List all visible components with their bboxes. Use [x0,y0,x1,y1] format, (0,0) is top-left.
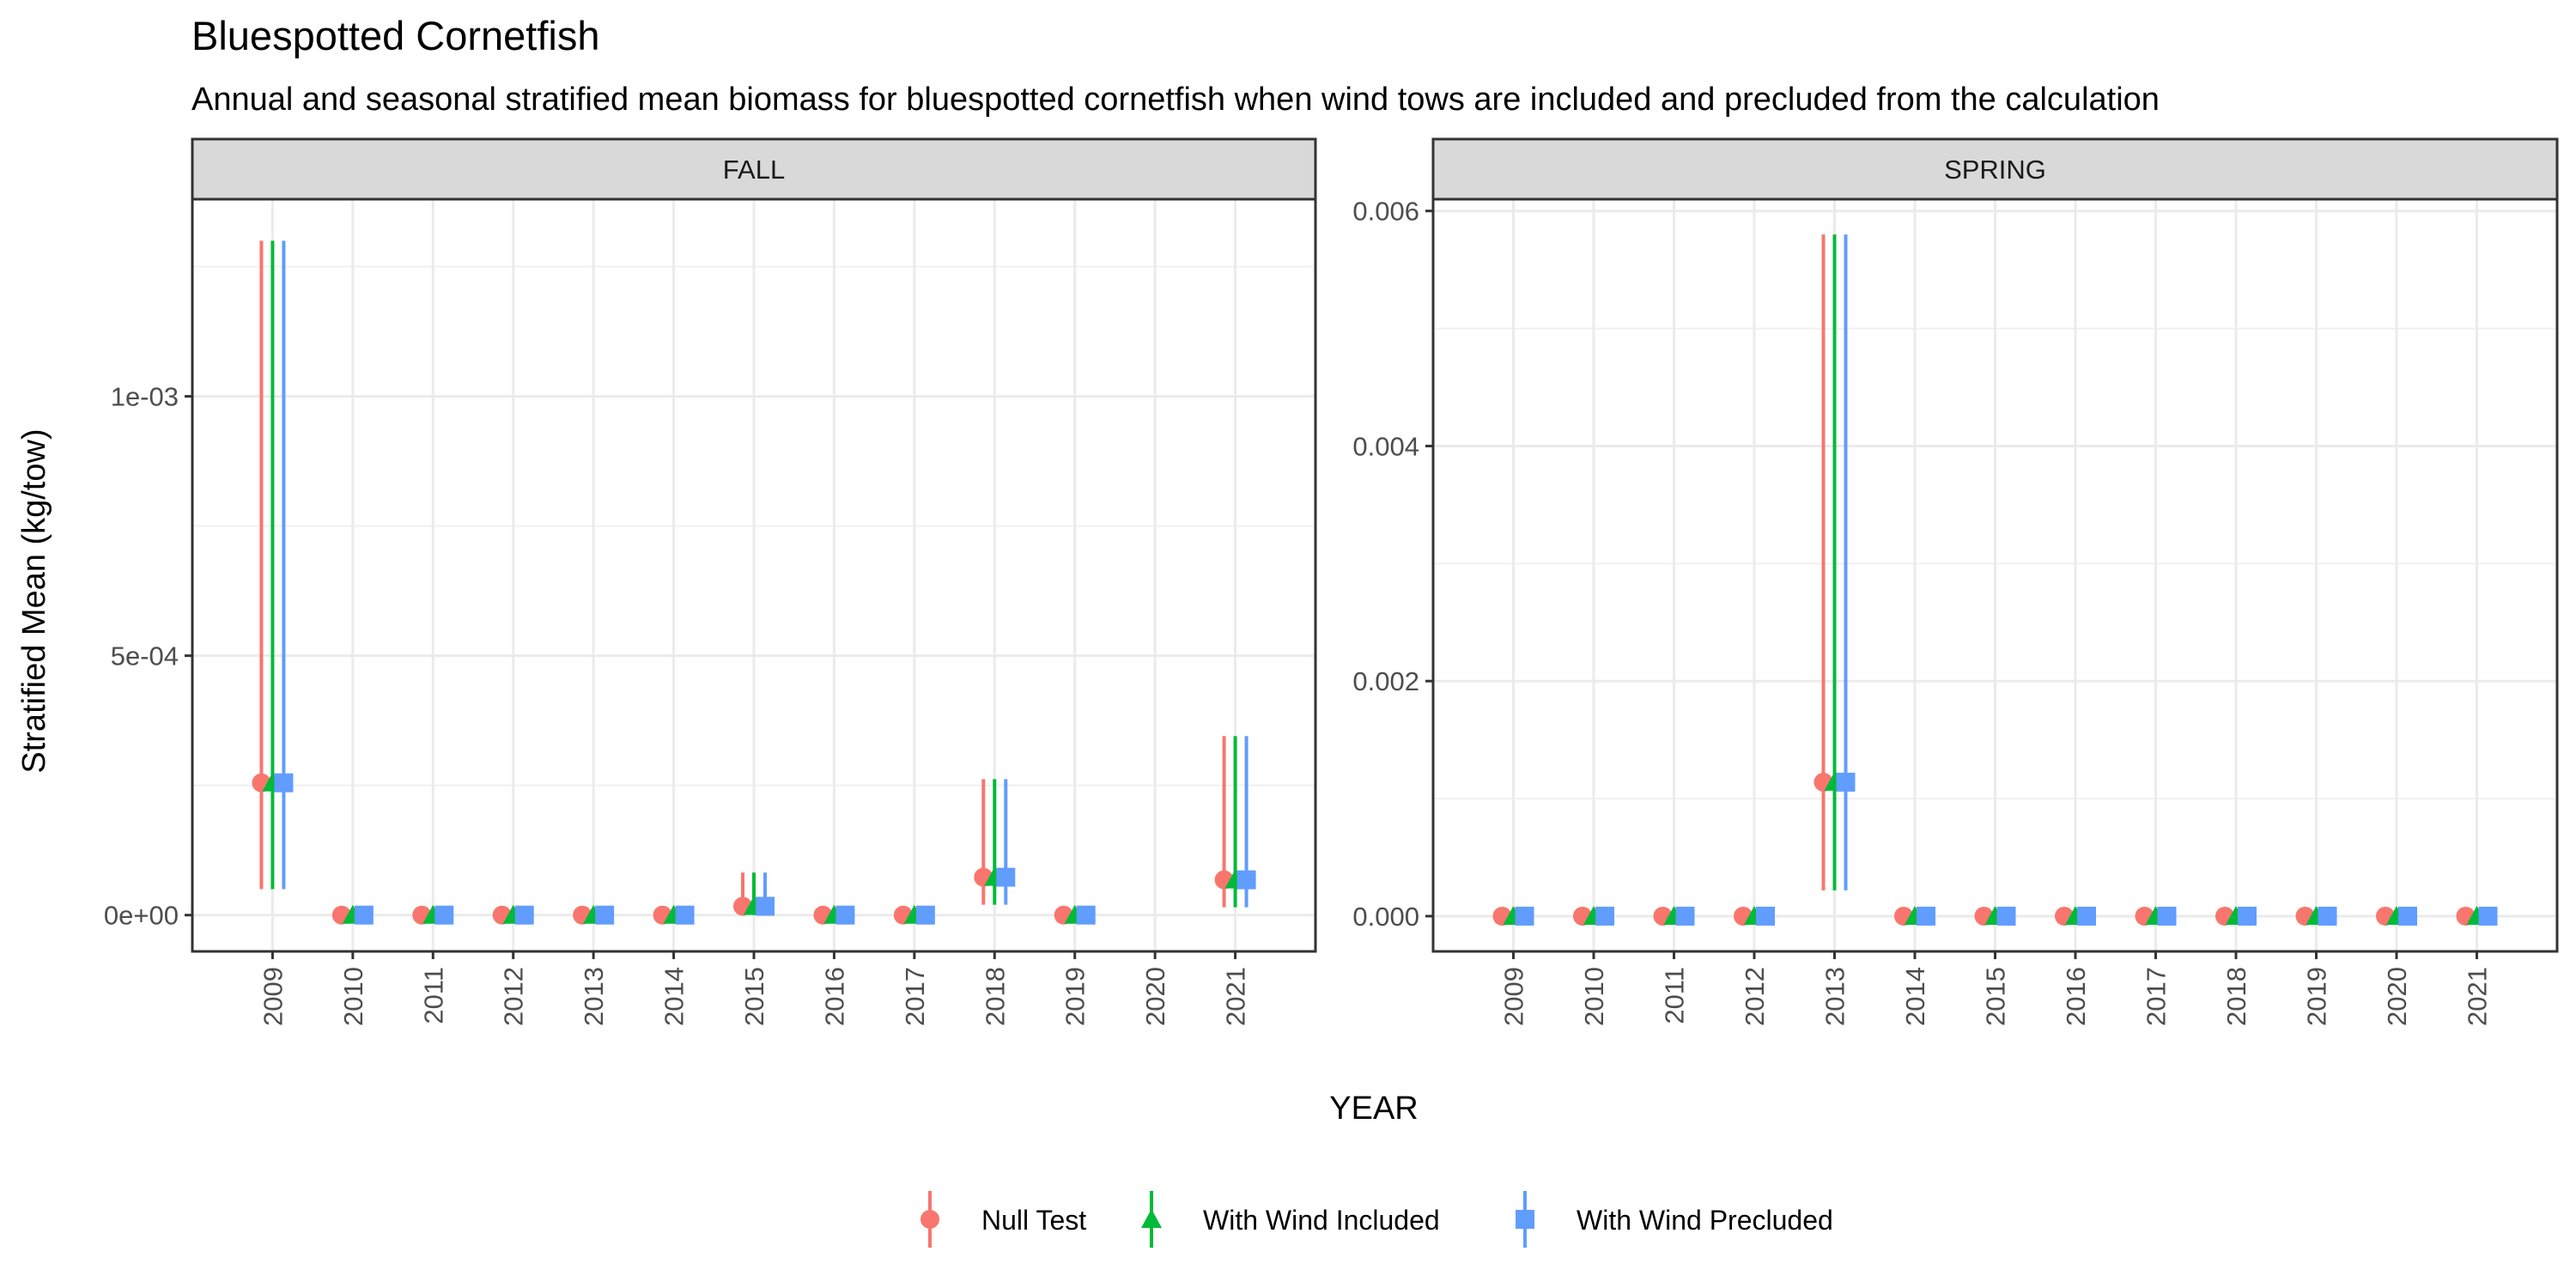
y-tick-label: 0.006 [1352,197,1419,227]
legend-label: With Wind Included [1203,1205,1440,1236]
x-tick-label: 2019 [2302,967,2332,1026]
data-point [2077,906,2096,926]
data-point [2318,906,2337,926]
data-point [756,896,775,916]
chart-title: Bluespotted Cornetfish [191,13,600,58]
y-axis-label: Stratified Mean (kg/tow) [16,428,52,773]
legend-key-marker [920,1210,939,1229]
legend-key-marker [1141,1209,1162,1228]
x-tick-label: 2010 [1579,967,1609,1026]
x-tick-label: 2010 [338,967,368,1026]
x-tick-label: 2017 [2142,967,2172,1026]
x-tick-label: 2016 [819,967,849,1026]
y-tick-label: 0.004 [1352,431,1419,461]
x-tick-label: 2011 [1660,967,1690,1024]
legend-item: Null Test [920,1191,1086,1248]
data-point [675,905,695,925]
x-tick-label: 2018 [2221,967,2251,1026]
x-tick-label: 2020 [1140,967,1170,1026]
data-point [434,905,454,925]
panel-fall: FALL 0e+00 5e-04 1e-03 2009 2010 2011 2012 2013 2… [104,137,1317,1026]
x-tick-label: 2018 [980,967,1010,1026]
data-point [2478,906,2498,926]
x-tick-label: 2015 [739,967,769,1026]
x-axis-label: YEAR [1329,1091,1418,1127]
data-point [1236,870,1256,890]
x-tick-label: 2015 [1981,967,2011,1026]
y-tick-label: 0e+00 [104,901,179,931]
data-point [274,773,294,793]
x-tick-label: 2016 [2061,967,2091,1026]
data-point [1836,772,1856,792]
legend-label: Null Test [981,1205,1086,1236]
x-tick-label: 2012 [499,967,529,1026]
y-tick-label: 1e-03 [111,382,179,412]
data-point [1076,905,1096,925]
chart-subtitle: Annual and seasonal stratified mean biom… [191,82,2160,118]
x-tick-label: 2009 [1499,967,1529,1026]
legend-item: With Wind Precluded [1516,1191,1833,1248]
data-point [1515,906,1534,926]
x-tick-label: 2020 [2382,967,2412,1026]
x-tick-label: 2013 [1820,967,1850,1026]
x-tick-label: 2011 [418,967,448,1024]
facet-strip [191,137,1317,201]
data-point [595,905,615,925]
x-tick-label: 2021 [2463,967,2493,1026]
data-point [1675,906,1695,926]
x-tick-label: 2017 [900,967,930,1026]
facet-label: SPRING [1944,155,2046,185]
x-tick-label: 2013 [579,967,609,1026]
panel-border [1431,197,2559,953]
y-tick-label: 5e-04 [111,641,179,671]
data-point [996,867,1016,887]
data-point [835,905,855,925]
panel-border [191,197,1317,953]
facet-label: FALL [723,155,785,185]
legend: Null Test With Wind Included With Wind Pre… [920,1191,1833,1248]
x-tick-label: 2014 [659,967,690,1026]
data-point [354,905,374,925]
x-tick-label: 2014 [1900,967,1930,1026]
x-tick-label: 2019 [1060,967,1091,1026]
data-point [514,905,534,925]
data-point [2398,906,2417,926]
legend-label: With Wind Precluded [1577,1205,1833,1236]
data-point [1595,906,1614,926]
y-tick-label: 0.000 [1352,902,1419,932]
panels: FALL 0e+00 5e-04 1e-03 2009 2010 2011 2012 2013 2… [104,137,2559,1026]
legend-key-marker [1516,1210,1534,1229]
x-tick-label: 2021 [1221,967,1251,1026]
legend-item: With Wind Included [1141,1191,1440,1248]
data-point [1917,906,1935,926]
x-tick-label: 2012 [1740,967,1770,1026]
x-tick-label: 2009 [258,967,288,1026]
data-point [2157,906,2177,926]
data-point [1756,906,1775,926]
data-point [915,905,935,925]
data-point [1996,906,2016,926]
y-tick-label: 0.002 [1352,666,1419,696]
data-point [2238,906,2257,926]
panel-spring: SPRING 0.000 0.002 0.004 0.006 2009 2010 2011 20… [1352,137,2559,1026]
